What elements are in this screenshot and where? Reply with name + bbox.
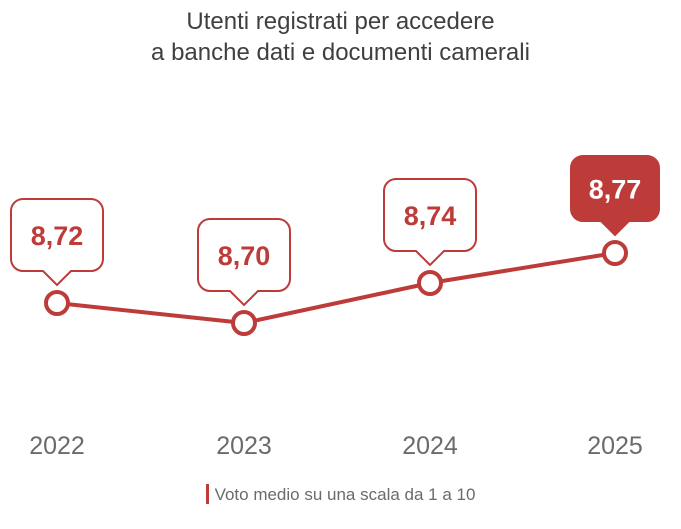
data-point (602, 240, 628, 266)
data-label-callout (197, 218, 291, 307)
data-label-layer: 8,72 8,70 8,74 8,77 (10, 155, 660, 307)
data-label: 8,74 (404, 201, 457, 231)
data-label-callout (383, 178, 477, 267)
x-tick-label: 2025 (587, 432, 643, 460)
legend: Voto medio su una scala da 1 a 10 (0, 484, 681, 505)
chart-title: Utenti registrati per accedere a banche … (0, 6, 681, 68)
data-point (231, 310, 257, 336)
data-point (417, 270, 443, 296)
data-point-layer (44, 240, 628, 336)
data-point (44, 290, 70, 316)
data-label-callout (10, 198, 104, 287)
x-tick-layer: 2022 2023 2024 2025 (29, 432, 643, 460)
data-label-callout (570, 155, 660, 237)
data-label: 8,72 (31, 221, 84, 251)
data-label: 8,77 (589, 175, 642, 205)
data-label: 8,70 (218, 241, 271, 271)
chart-title-line-2: a banche dati e documenti camerali (151, 39, 530, 66)
series-line-layer (56, 251, 616, 325)
chart-title-line-1: Utenti registrati per accedere (186, 8, 495, 35)
x-tick-label: 2023 (216, 432, 272, 460)
x-tick-label: 2022 (29, 432, 85, 460)
x-tick-label: 2024 (402, 432, 458, 460)
series-line (56, 251, 616, 325)
legend-label: Voto medio su una scala da 1 a 10 (214, 485, 476, 504)
legend-swatch (205, 484, 209, 504)
